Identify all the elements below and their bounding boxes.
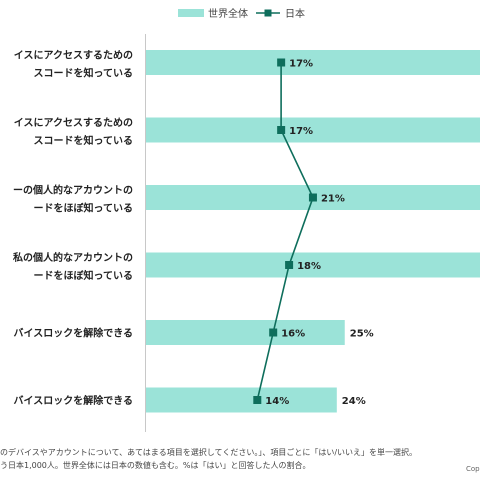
category-label-2-1: ードをほぼ知っている bbox=[34, 202, 134, 215]
marker-japan-3 bbox=[285, 261, 294, 269]
legend-swatch-world bbox=[178, 9, 204, 17]
series-markers-japan bbox=[253, 58, 317, 404]
japan-value-label-2: 21% bbox=[321, 194, 345, 205]
japan-value-label-4: 16% bbox=[281, 329, 305, 340]
marker-japan-4 bbox=[269, 328, 278, 337]
category-label-5-0: バイスロックを解除できる bbox=[14, 394, 134, 407]
marker-japan-5 bbox=[253, 396, 262, 404]
marker-japan-0 bbox=[277, 58, 286, 67]
japan-value-label-5: 14% bbox=[265, 396, 289, 407]
footnote-line-1: のデバイスやアカウントについて、あてはまる項目を選択してください。」、項目ごとに… bbox=[0, 447, 417, 457]
category-label-0-1: スコードを知っている bbox=[34, 67, 134, 80]
category-label-0-0: イスにアクセスするための bbox=[14, 50, 133, 62]
category-label-4-0: バイスロックを解除できる bbox=[14, 327, 134, 340]
japan-value-label-0: 17% bbox=[289, 59, 313, 70]
marker-japan-1 bbox=[277, 126, 286, 134]
bar-value-label-5: 24% bbox=[342, 396, 366, 407]
footnote-line-2: う日本1,000人。世界全体には日本の数値も含む。%は「はい」と回答した人の割合… bbox=[0, 460, 311, 470]
category-labels: イスにアクセスするためのスコードを知っているイスにアクセスするためのスコードを知… bbox=[12, 50, 133, 408]
category-label-2-0: ーの個人的なアカウントの bbox=[13, 184, 133, 197]
series-labels-japan: 17% 17% 21% 18% 16% 14% bbox=[265, 59, 345, 408]
japan-value-label-3: 18% bbox=[297, 261, 321, 272]
bar-value-label-4: 25% bbox=[350, 329, 374, 340]
bars bbox=[146, 50, 480, 413]
bar-world-5 bbox=[146, 387, 337, 413]
copyright: Cop bbox=[466, 465, 480, 473]
category-label-1-1: スコードを知っている bbox=[34, 134, 134, 147]
legend: 世界全体 日本 bbox=[178, 7, 305, 20]
legend-label-world: 世界全体 bbox=[208, 7, 248, 20]
bar-world-1 bbox=[146, 117, 480, 143]
legend-label-japan: 日本 bbox=[285, 7, 305, 20]
bar-value-labels: 25% 24% bbox=[342, 329, 374, 408]
bar-world-3 bbox=[146, 252, 480, 278]
category-label-3-1: ードをほぼ知っている bbox=[34, 269, 134, 282]
marker-japan-2 bbox=[308, 193, 317, 202]
legend-swatch-japan-marker bbox=[264, 9, 272, 17]
bar-world-0 bbox=[146, 50, 480, 75]
category-label-1-0: イスにアクセスするための bbox=[14, 117, 133, 129]
bar-world-4 bbox=[146, 320, 345, 345]
series-line-japan bbox=[256, 62, 314, 401]
category-label-3-0: 私の個人的なアカウントの bbox=[12, 251, 133, 264]
japan-value-label-1: 17% bbox=[289, 126, 313, 137]
footnote: のデバイスやアカウントについて、あてはまる項目を選択してください。」、項目ごとに… bbox=[0, 447, 480, 473]
